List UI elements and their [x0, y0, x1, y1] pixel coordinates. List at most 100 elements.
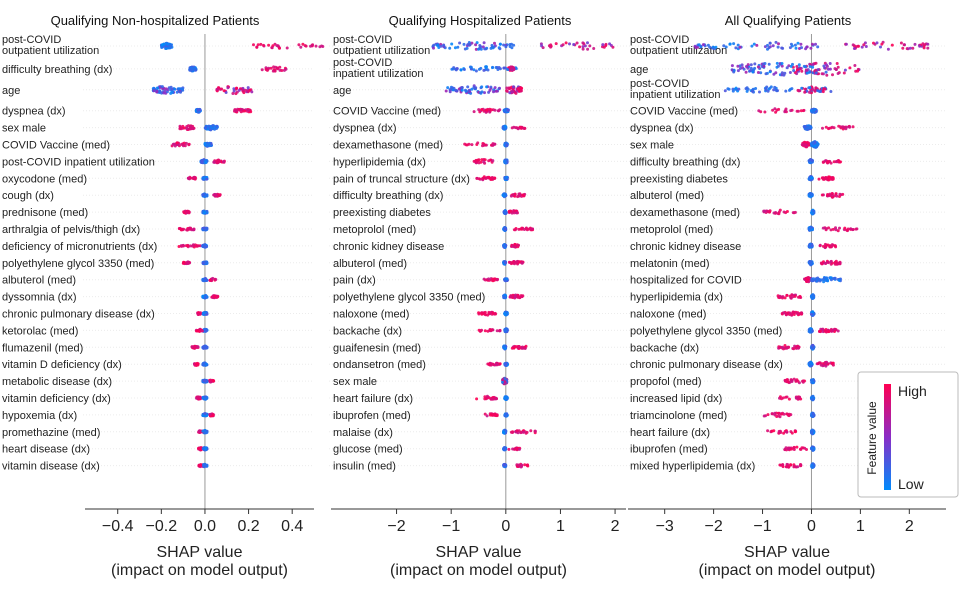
data-point	[494, 89, 498, 93]
feature-label: backache (dx)	[630, 342, 699, 354]
data-point	[211, 414, 215, 418]
data-point	[474, 43, 478, 47]
data-point	[493, 176, 497, 180]
data-point	[513, 242, 517, 246]
data-point	[787, 414, 791, 418]
data-point	[734, 46, 738, 50]
data-point	[197, 429, 201, 433]
data-point	[825, 73, 829, 77]
data-point	[454, 68, 458, 72]
data-point	[742, 67, 746, 71]
data-point	[795, 109, 799, 113]
data-point	[491, 66, 494, 70]
x-tick-label: −0.2	[146, 518, 178, 535]
data-point	[485, 175, 489, 179]
data-point	[493, 311, 497, 315]
feature-label: ondansetron (med)	[333, 359, 426, 371]
data-point	[215, 124, 219, 128]
data-point	[528, 227, 532, 231]
data-point	[694, 46, 698, 50]
data-point	[846, 227, 850, 231]
data-point	[177, 245, 181, 248]
data-point	[797, 63, 801, 67]
feature-points	[807, 327, 840, 334]
feature-points	[201, 294, 220, 300]
x-tick-label: −1	[442, 518, 460, 535]
data-point	[828, 62, 832, 65]
data-point	[478, 44, 482, 47]
data-point	[432, 43, 436, 47]
data-point	[205, 295, 209, 299]
feature-points	[190, 344, 209, 350]
feature-label: polyethylene glycol 3350 (med)	[630, 325, 782, 337]
data-point	[824, 245, 828, 249]
data-point	[491, 397, 495, 401]
data-point	[848, 125, 852, 129]
data-point	[780, 46, 784, 50]
data-point	[493, 86, 497, 90]
data-point	[479, 47, 483, 51]
feature-label: naloxone (med)	[630, 309, 706, 321]
data-point	[514, 126, 518, 130]
data-point	[222, 89, 226, 93]
data-point	[189, 176, 193, 180]
data-point	[831, 227, 835, 231]
data-point	[510, 46, 514, 50]
data-point	[189, 124, 193, 128]
data-point	[211, 276, 215, 280]
feature-label: flumazenil (med)	[2, 342, 83, 354]
feature-points	[431, 41, 615, 51]
data-point	[280, 69, 284, 72]
feature-label: COVID Vaccine (med)	[2, 140, 110, 152]
feature-label: ketorolac (med)	[2, 325, 78, 337]
data-point	[804, 277, 808, 280]
data-point	[824, 176, 828, 180]
feature-label: dyspnea (dx)	[2, 106, 66, 118]
data-point	[196, 329, 200, 333]
data-point	[484, 65, 488, 69]
feature-label: heart failure (dx)	[333, 393, 413, 405]
feature-label: age	[630, 64, 648, 76]
data-point	[879, 45, 882, 49]
data-point	[785, 66, 789, 70]
data-point	[789, 42, 793, 46]
data-point	[451, 67, 455, 71]
data-point	[202, 363, 206, 367]
data-point	[808, 90, 811, 94]
data-point	[156, 86, 160, 90]
data-point	[811, 343, 815, 347]
feature-label: glucose (med)	[333, 444, 403, 456]
data-point	[763, 209, 767, 213]
data-point	[810, 42, 814, 46]
x-tick-label: 0.4	[281, 518, 303, 535]
data-point	[285, 46, 289, 50]
feature-points	[693, 40, 930, 51]
data-point	[489, 311, 493, 315]
data-point	[766, 413, 770, 417]
data-point	[575, 41, 579, 45]
feature-points	[197, 446, 209, 452]
data-point	[503, 346, 507, 350]
data-point	[488, 88, 492, 92]
data-point	[480, 108, 484, 111]
feature-points	[807, 175, 835, 182]
data-point	[482, 143, 486, 147]
data-point	[504, 362, 508, 366]
data-point	[488, 363, 492, 367]
data-point	[222, 160, 225, 164]
data-point	[514, 67, 518, 71]
data-point	[762, 64, 766, 68]
feature-label: COVID Vaccine (med)	[333, 106, 441, 118]
data-point	[190, 345, 194, 349]
data-point	[541, 46, 545, 50]
feature-points	[194, 327, 209, 333]
feature-label: difficulty breathing (dx)	[333, 190, 443, 202]
feature-points	[195, 395, 209, 401]
data-point	[785, 293, 789, 297]
data-point	[521, 294, 525, 298]
data-point	[232, 89, 236, 93]
data-point	[830, 243, 834, 247]
data-point	[814, 71, 818, 75]
data-point	[521, 430, 525, 434]
